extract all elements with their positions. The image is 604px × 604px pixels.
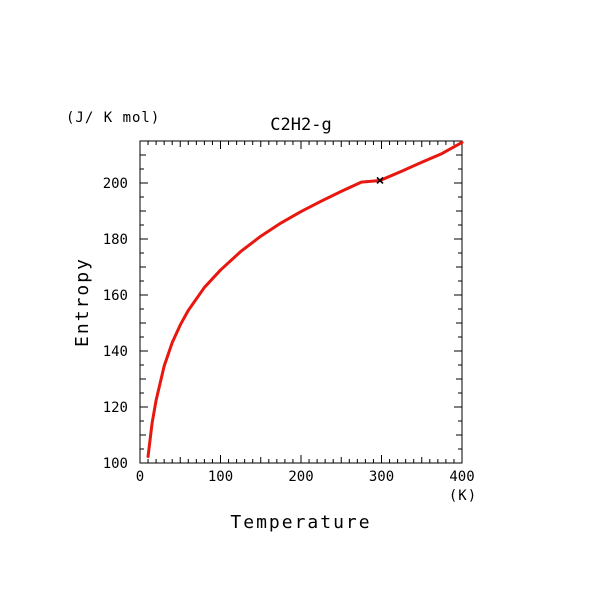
marker-stroke [376, 176, 384, 185]
y-tick-label: 200 [103, 176, 128, 192]
y-tick-label: 140 [103, 344, 128, 360]
y-tick-label: 120 [103, 400, 128, 416]
y-tick-label: 160 [103, 288, 128, 304]
chart-title: C2H2-g [270, 115, 331, 135]
x-unit-label: (K) [449, 488, 477, 504]
y-tick-label: 100 [103, 456, 128, 472]
axis-ticks [139, 140, 463, 464]
x-tick-label: 100 [208, 469, 233, 485]
y-axis-title: Entropy [72, 257, 93, 347]
tick-labels: 0 100 200 300 400 100 120 140 160 180 200 [103, 176, 475, 485]
x-axis-title: Temperature [230, 512, 371, 533]
y-tick-label: 180 [103, 232, 128, 248]
x-tick-label: 0 [136, 469, 144, 485]
plot-frame [139, 140, 463, 464]
x-tick-label: 400 [449, 469, 474, 485]
reference-point-marker [376, 176, 384, 185]
x-tick-label: 200 [288, 469, 313, 485]
y-unit-label: (J/ K mol) [66, 110, 160, 126]
entropy-curve [146, 140, 464, 459]
x-tick-label: 300 [369, 469, 394, 485]
